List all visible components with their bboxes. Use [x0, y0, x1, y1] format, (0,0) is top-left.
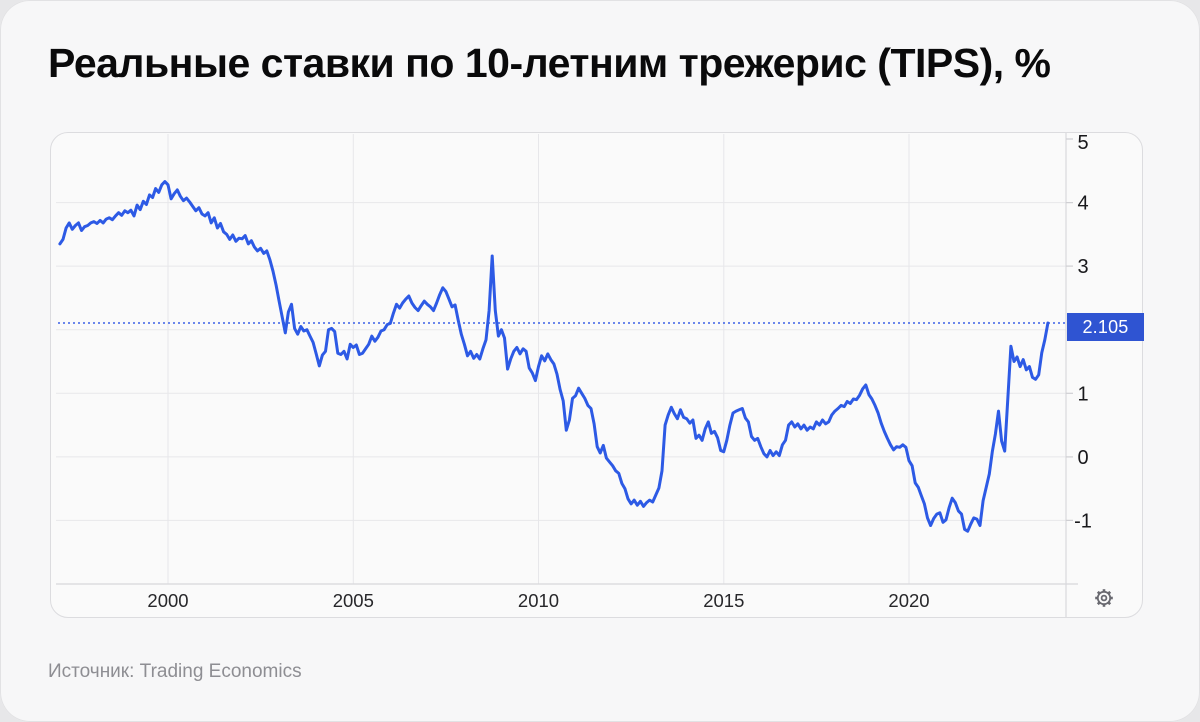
y-tick-label: 4: [1077, 193, 1088, 215]
x-tick-label: 2020: [888, 590, 929, 611]
settings-gear-icon[interactable]: [1092, 586, 1116, 610]
x-tick-label: 2010: [518, 590, 559, 611]
y-tick-label: 3: [1077, 256, 1088, 278]
chart-card: 5 4 3 1 0 -1 2000 2005 2010 2015 2020: [50, 132, 1143, 618]
y-tick-label: -1: [1074, 510, 1092, 532]
x-tick-label: 2000: [147, 590, 188, 611]
x-tick-label: 2005: [333, 590, 374, 611]
y-tick-label: 1: [1077, 383, 1088, 405]
source-caption: Источник: Trading Economics: [48, 661, 302, 682]
x-tick-label: 2015: [703, 590, 744, 611]
current-value-text: 2.105: [1082, 316, 1129, 337]
gear-glyph: [1095, 589, 1113, 607]
page-title: Реальные ставки по 10-летним трежерис (T…: [48, 40, 1051, 86]
y-tick-label: 0: [1077, 447, 1088, 469]
y-tick-label: 5: [1077, 133, 1088, 154]
chart-svg: 5 4 3 1 0 -1 2000 2005 2010 2015 2020: [56, 133, 1092, 617]
data-line-series: [58, 180, 1050, 533]
current-value-badge: 2.105: [1067, 313, 1144, 341]
